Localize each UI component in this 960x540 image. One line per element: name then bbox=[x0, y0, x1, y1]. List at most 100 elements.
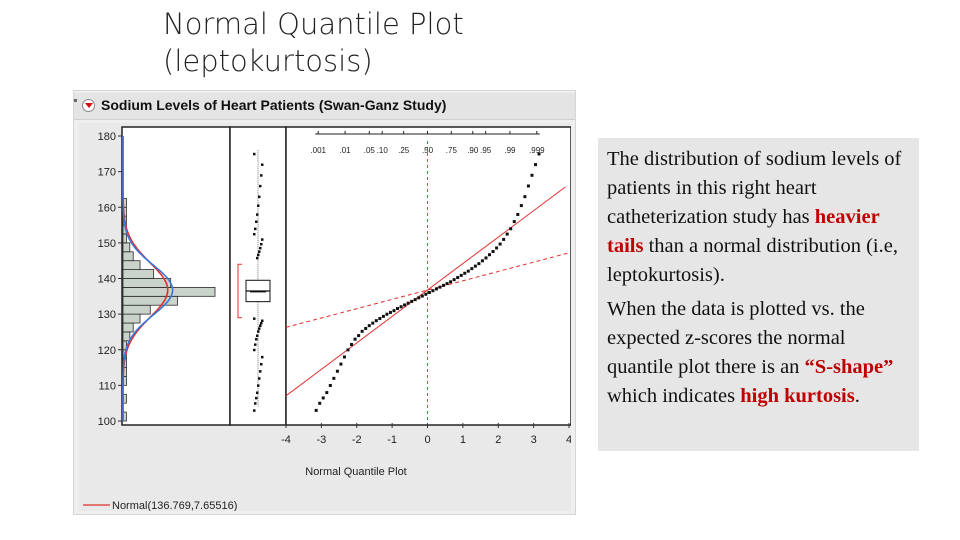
quantile-data-point bbox=[484, 256, 488, 260]
quantile-data-point bbox=[388, 310, 392, 314]
quantile-data-point bbox=[466, 269, 470, 273]
quantile-data-point bbox=[480, 259, 484, 263]
explanation-paragraph-1: The distribution of sodium levels of pat… bbox=[607, 145, 909, 290]
quantile-data-point bbox=[420, 294, 424, 298]
y-tick-label: 180 bbox=[98, 131, 116, 143]
quantile-data-point bbox=[318, 401, 322, 405]
quantile-data-point bbox=[325, 391, 329, 395]
quantile-data-point bbox=[339, 362, 343, 366]
quantile-data-point bbox=[427, 290, 431, 294]
probability-tick-label: .01 bbox=[340, 146, 352, 155]
boxplot-outlier-point bbox=[261, 355, 264, 359]
boxplot-outlier-point bbox=[253, 152, 256, 156]
red-triangle-menu-icon[interactable] bbox=[82, 99, 95, 112]
boxplot-outlier-point bbox=[256, 391, 259, 394]
probability-tick-label: .50 bbox=[422, 146, 434, 155]
boxplot-outlier-point bbox=[258, 377, 261, 380]
quantile-data-point bbox=[459, 273, 463, 277]
boxplot-outlier-point bbox=[260, 242, 263, 246]
quantile-data-point bbox=[537, 152, 541, 156]
x-tick-label: -3 bbox=[316, 434, 326, 446]
y-tick-label: 120 bbox=[98, 345, 116, 357]
probability-tick-label: .25 bbox=[398, 146, 410, 155]
boxplot-outlier-point bbox=[254, 343, 257, 346]
quantile-data-point bbox=[424, 292, 428, 296]
quantile-data-point bbox=[530, 173, 534, 177]
quantile-data-point bbox=[353, 337, 357, 341]
x-tick-label: 1 bbox=[460, 434, 466, 446]
boxplot-outlier-point bbox=[254, 402, 257, 405]
boxplot-outlier-point bbox=[258, 327, 261, 330]
x-tick-label: -2 bbox=[352, 434, 362, 446]
boxplot-outlier-point bbox=[257, 330, 260, 333]
probability-tick-label: .05 bbox=[364, 146, 376, 155]
quantile-data-point bbox=[360, 329, 364, 333]
x-tick-label: 4 bbox=[566, 434, 571, 446]
plot-svg: 100110120130140150160170180.001.01.05.10… bbox=[83, 126, 571, 511]
boxplot-outlier-point bbox=[261, 319, 264, 323]
p2-text-2: which indicates bbox=[607, 385, 741, 407]
boxplot-outlier-point bbox=[256, 213, 259, 216]
quantile-data-point bbox=[335, 369, 339, 373]
slide-title-line2: (leptokurtosis) bbox=[163, 44, 373, 78]
report-header: Sodium Levels of Heart Patients (Swan-Ga… bbox=[74, 93, 575, 120]
x-tick-label: -4 bbox=[281, 434, 291, 446]
boxplot-outlier-point bbox=[260, 322, 263, 325]
boxplot-outlier-point bbox=[257, 384, 260, 387]
histogram-bar bbox=[122, 287, 216, 297]
quantile-data-point bbox=[406, 301, 410, 305]
quantile-data-point bbox=[342, 355, 346, 359]
quantile-data-point bbox=[350, 343, 354, 347]
quantile-data-point bbox=[396, 307, 400, 311]
quantile-data-point bbox=[328, 383, 332, 387]
quantile-plot-frame bbox=[285, 126, 571, 426]
boxplot-outlier-point bbox=[259, 324, 262, 328]
p1-highlight-heavier-tails: heavier tails bbox=[607, 206, 880, 257]
report-title: Sodium Levels of Heart Patients (Swan-Ga… bbox=[101, 97, 447, 113]
outline-marker-icon bbox=[74, 99, 77, 102]
histogram-bar bbox=[122, 251, 134, 262]
y-tick-label: 160 bbox=[98, 202, 116, 214]
boxplot-outlier-point bbox=[260, 363, 263, 366]
shortest-half-bracket bbox=[237, 263, 242, 319]
quantile-data-point bbox=[381, 314, 385, 318]
y-tick-label: 150 bbox=[98, 238, 116, 250]
boxplot-outlier-point bbox=[254, 227, 257, 231]
quantile-data-point bbox=[367, 324, 371, 328]
quantile-data-point bbox=[385, 312, 389, 316]
quantile-data-point bbox=[357, 334, 361, 338]
p2-text-1: When the data is plotted vs. the expecte… bbox=[607, 298, 865, 378]
quantile-data-point bbox=[332, 376, 336, 380]
boxplot-outlier-point bbox=[255, 338, 258, 341]
quantile-data-point bbox=[346, 348, 350, 352]
slide-title: Normal Quantile Plot (leptokurtosis) bbox=[163, 6, 464, 80]
quantile-data-point bbox=[505, 232, 509, 236]
boxplot-outlier-point bbox=[253, 409, 256, 412]
histogram-bar bbox=[122, 322, 134, 333]
boxplot-outlier-point bbox=[258, 195, 261, 199]
quantile-data-point bbox=[502, 237, 506, 241]
quantile-data-point bbox=[452, 278, 456, 282]
quantile-data-point bbox=[512, 220, 516, 224]
y-tick-label: 110 bbox=[98, 380, 116, 392]
boxplot-outlier-point bbox=[259, 246, 262, 250]
distribution-plot-area: 100 110 120 130 140 150 160 170 180.001.01.05.10… bbox=[79, 123, 571, 511]
quantile-data-point bbox=[477, 262, 481, 266]
p2-highlight-high-kurtosis: high kurtosis bbox=[740, 385, 855, 407]
quantile-data-point bbox=[371, 321, 375, 325]
histogram-bar bbox=[122, 278, 172, 288]
boxplot-outlier-point bbox=[258, 250, 261, 253]
histogram-bar bbox=[122, 295, 178, 306]
histogram-bar bbox=[122, 304, 151, 315]
normal-reference-line bbox=[285, 186, 566, 397]
quantile-data-point bbox=[399, 305, 403, 309]
boxplot-outlier-point bbox=[259, 370, 262, 373]
x-tick-label: 2 bbox=[495, 434, 501, 446]
quantile-data-point bbox=[463, 271, 467, 275]
quantile-data-point bbox=[431, 289, 435, 293]
boxplot-outlier-point bbox=[256, 256, 259, 260]
boxplot-outlier-point bbox=[256, 334, 259, 337]
quantile-data-point bbox=[410, 299, 414, 303]
quantile-data-point bbox=[509, 227, 513, 231]
p2-text-3: . bbox=[854, 385, 860, 407]
